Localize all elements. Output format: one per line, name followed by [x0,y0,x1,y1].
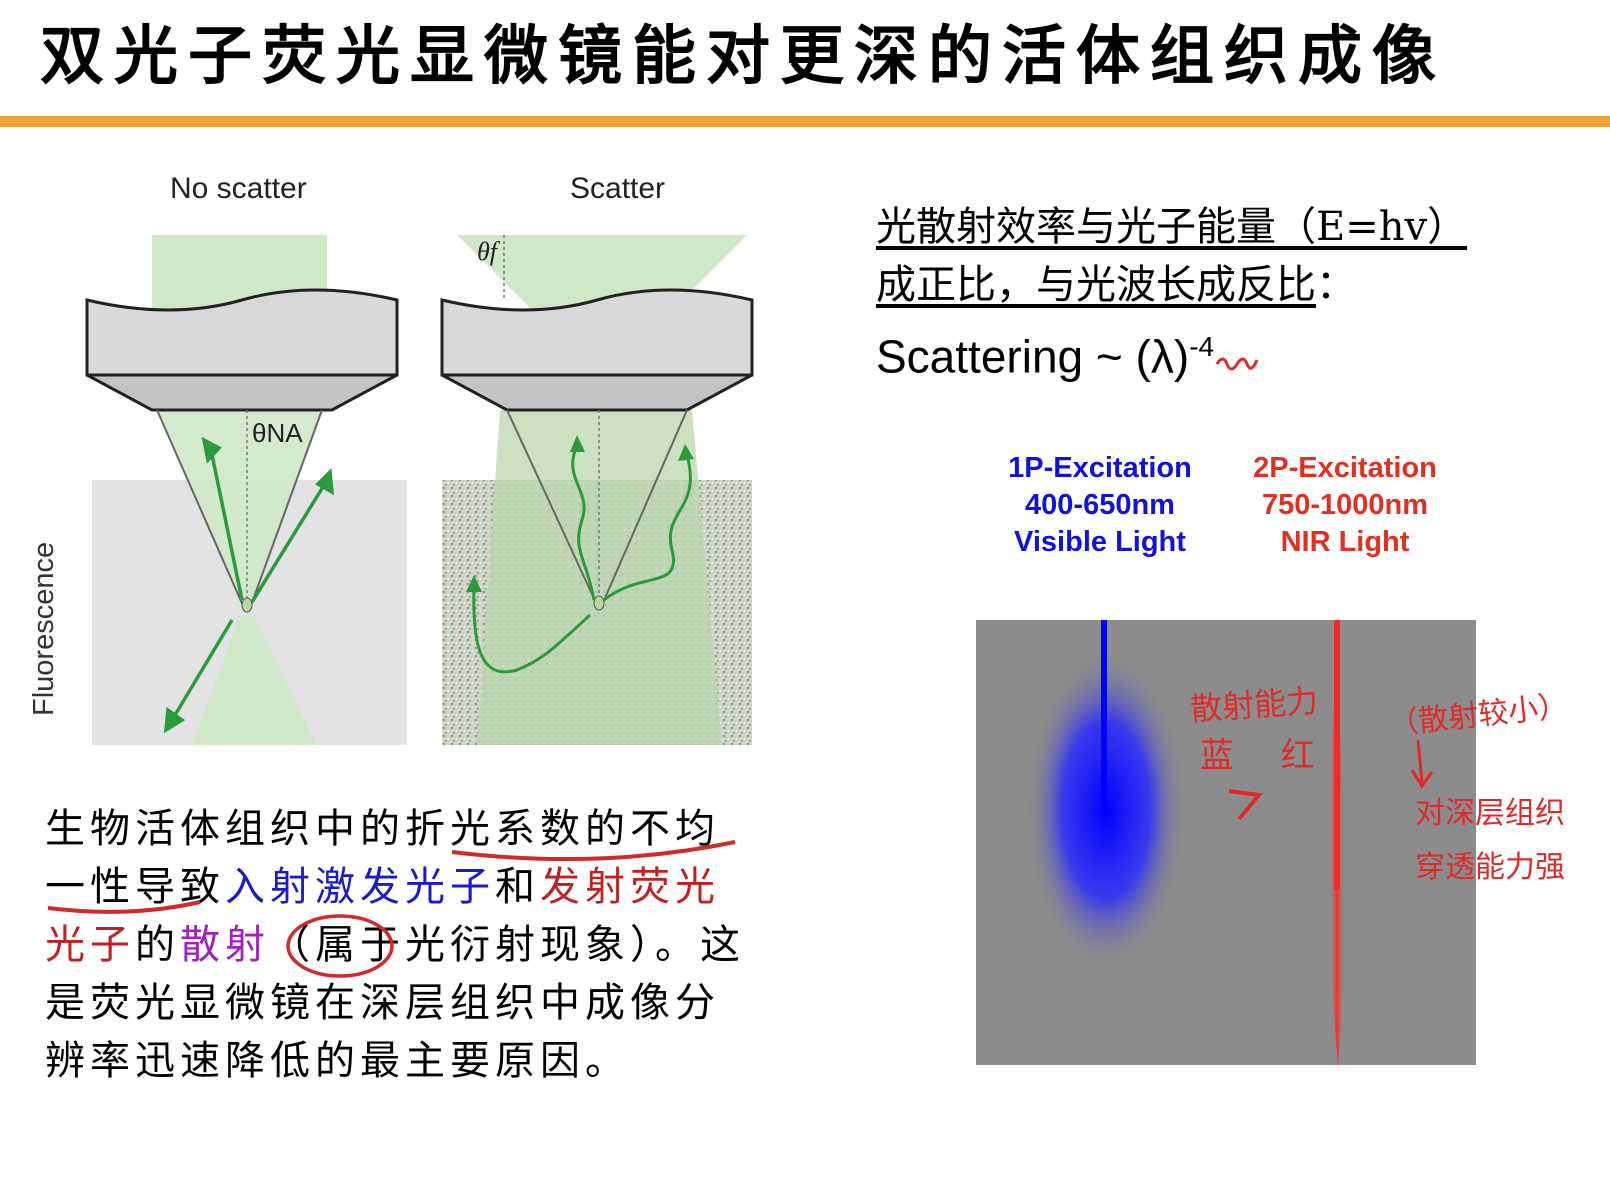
fluorescence-axis-label: Fluorescence [28,541,60,716]
para-part-5: 导致 [135,864,225,910]
scattering-note-colon: ： [1316,262,1356,308]
excitation-2p-label: 2P-Excitation 750-1000nm NIR Light [1230,450,1460,561]
handwritten-down-arrow [1410,739,1434,789]
scattered-paths-right [472,444,692,674]
para-scattering: 散射 [180,922,270,968]
scattering-note-line2: 成正比，与光波长成反比 [876,262,1316,308]
excitation-1p-title: 1P-Excitation [1008,452,1192,484]
para-part-4: 一性 [45,864,135,910]
objective-left-body [85,288,399,377]
cone-left [157,410,322,615]
emission-arrows-left [163,436,335,734]
para-emitted: 发射 [540,864,630,910]
para-part-7: 和 [495,864,540,910]
excitation-2p-range: 750-1000nm [1261,489,1429,521]
scattering-formula-base: Scattering ~ (λ) [876,330,1190,383]
para-part-1: 生物活体组织中的 [45,806,405,852]
title-rule [0,116,1610,127]
handwritten-note-4: 对深层组织 [1415,796,1565,831]
theta-f-label: θf [477,237,501,266]
objective-left-tip [86,373,398,412]
handwritten-greater-sign [1228,789,1263,821]
scattering-formula: Scattering ~ (λ)-4 [876,318,1586,385]
excitation-1p-range: 400-650nm [1025,489,1175,521]
para-part-12: （属于光衍射现象）。这是荧光显微镜在深层组织中成像分辨率迅速降低的最主要原因。 [45,922,745,1084]
handwritten-note-1: 散射能力 [1188,681,1320,729]
slide-title: 双光子荧光显微镜能对更深的活体组织成像 [40,19,1446,94]
excitation-1p-light: Visible Light [1014,526,1186,558]
theta-na-label: θNA [252,418,303,448]
excitation-2p-title: 2P-Excitation [1253,452,1437,484]
para-fluorescence-photons: 荧光光子 [45,864,720,968]
objective-right-tip [441,373,753,412]
para-incident-photons: 入射激发光子 [225,864,495,910]
para-part-10: 的 [135,922,180,968]
para-part-2: 折光系数的不 [405,806,675,852]
handwritten-note-2: 蓝 红 [1200,736,1333,776]
handwritten-note-5: 穿透能力强 [1415,850,1565,885]
objective-right-body [440,288,754,377]
scattering-note: 光散射效率与光子能量（E=hv） 成正比，与光波长成反比： Scattering… [876,198,1586,385]
excitation-tissue-diagram [976,620,1476,1068]
excitation-1p-label: 1P-Excitation 400-650nm Visible Light [990,450,1210,561]
cone-right [477,410,722,745]
excitation-2p-light: NIR Light [1280,526,1410,558]
explanation-paragraph: 生物活体组织中的折光系数的不均一性导致入射激发光子和发射荧光光子的散射（属于光衍… [45,800,745,1090]
scattered-arrowheads-right [466,435,694,592]
cone-left-lower [192,615,317,745]
scatter-diagram: θNA θf [85,235,754,745]
scattering-note-line1: 光散射效率与光子能量（E=hv） [876,204,1468,250]
scatter-label: Scatter [570,172,666,205]
handwritten-squiggle [1215,357,1259,371]
para-part-3: 均 [675,806,720,852]
scattering-exponent: -4 [1189,331,1215,362]
no-scatter-label: No scatter [170,172,307,205]
